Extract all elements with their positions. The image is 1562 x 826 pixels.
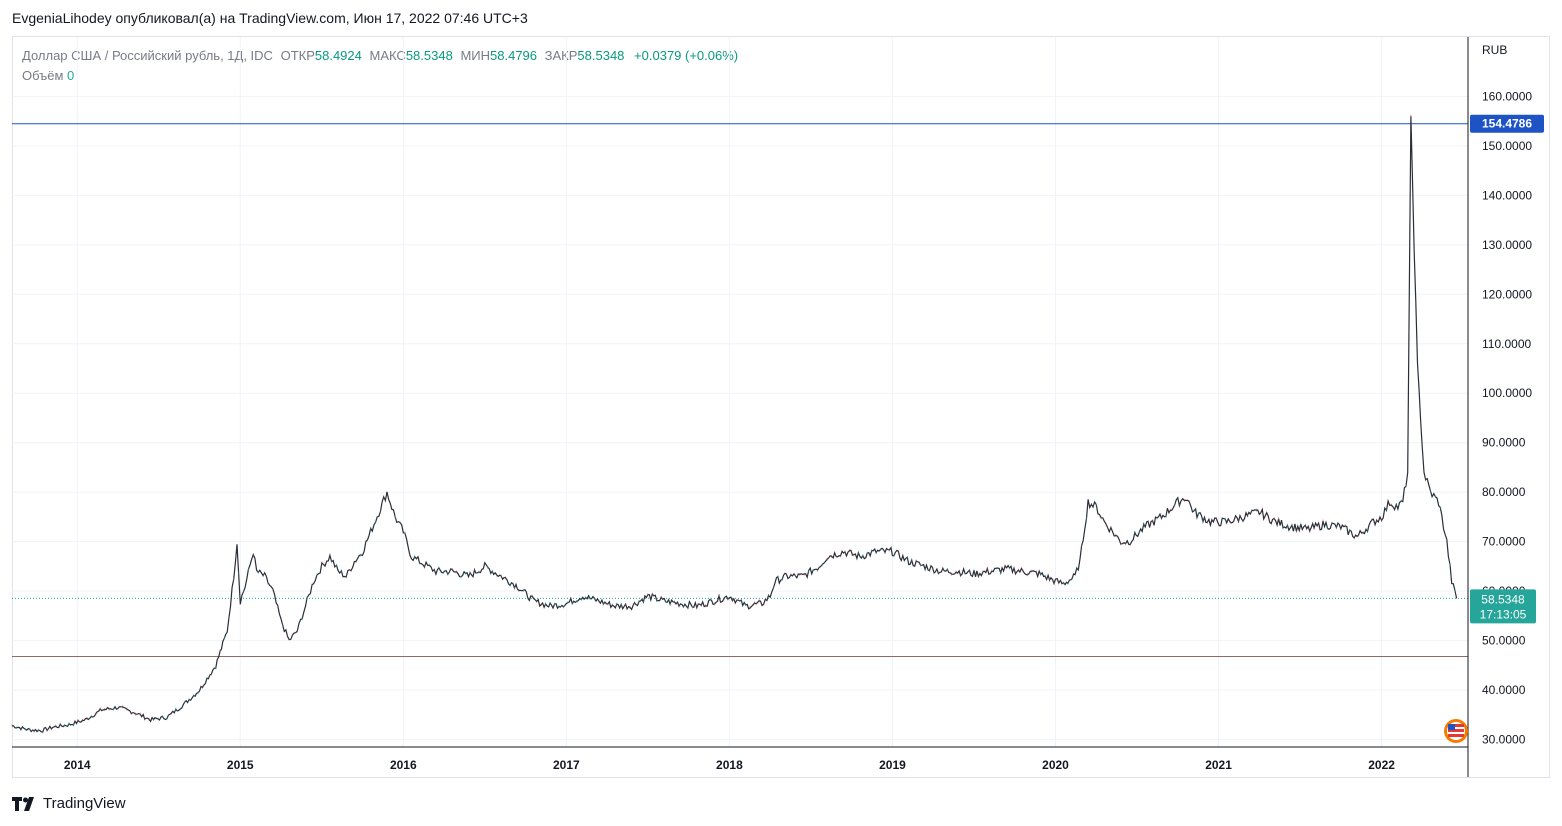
legend-open-label: ОТКР: [280, 48, 315, 63]
legend-volume-value: 0: [67, 68, 75, 83]
y-axis-unit-label: RUB: [1482, 43, 1507, 57]
x-tick-label: 2014: [64, 758, 91, 772]
x-tick-label: 2020: [1042, 758, 1069, 772]
x-tick-label: 2018: [716, 758, 743, 772]
y-tick-label: 100.0000: [1482, 386, 1532, 400]
y-tick-label: 50.0000: [1482, 634, 1526, 648]
y-tick-label: 120.0000: [1482, 287, 1532, 301]
price-series: [11, 114, 1458, 734]
max-price-badge-label: 154.4786: [1482, 117, 1532, 131]
price-line: [12, 116, 1458, 733]
us-flag-icon[interactable]: [1444, 719, 1468, 743]
x-tick-label: 2022: [1368, 758, 1395, 772]
y-tick-label: 130.0000: [1482, 238, 1532, 252]
legend-open-value: 58.4924: [314, 48, 362, 63]
max-price-badge: 154.4786: [1470, 114, 1544, 133]
legend-symbol[interactable]: Доллар США / Российский рубль, 1Д, IDC: [22, 48, 273, 63]
y-tick-label: 30.0000: [1482, 733, 1526, 747]
y-axis[interactable]: 30.000040.000050.000060.000070.000080.00…: [1467, 37, 1532, 777]
y-tick-label: 40.0000: [1482, 683, 1526, 697]
y-tick-label: 140.0000: [1482, 188, 1532, 202]
legend-high-value: 58.5348: [405, 48, 453, 63]
legend-ohlc-row: Доллар США / Российский рубль, 1Д, IDC О…: [22, 46, 738, 66]
chart-frame: [12, 36, 1550, 778]
y-tick-label: 110.0000: [1482, 337, 1531, 351]
x-tick-label: 2019: [879, 758, 906, 772]
y-tick-label: 70.0000: [1482, 535, 1526, 549]
tradingview-logo-icon: [12, 796, 34, 811]
x-tick-label: 2016: [390, 758, 417, 772]
legend-change-value: +0.0379 (+0.06%): [634, 48, 739, 63]
x-axis: 2014 2015 2016 2017 2018 2019 2020 2021 2022: [12, 746, 1468, 772]
legend-high-label: МАКС: [369, 48, 406, 63]
footer-brand-text: TradingView: [43, 795, 126, 812]
publisher-line: EvgeniaLihodey опубликовал(а) на Trading…: [12, 10, 528, 26]
legend-volume-label[interactable]: Объём: [22, 68, 64, 83]
y-tick-label: 80.0000: [1482, 485, 1526, 499]
y-tick-label: 150.0000: [1482, 139, 1532, 153]
last-price-value: 58.5348: [1481, 592, 1525, 606]
chart-legend: Доллар США / Российский рубль, 1Д, IDC О…: [22, 46, 738, 86]
x-tick-label: 2017: [553, 758, 580, 772]
footer-brand[interactable]: TradingView: [12, 795, 126, 812]
legend-close-label: ЗАКР: [544, 48, 578, 63]
last-price-badge-bg: [1470, 589, 1536, 624]
grid-lines: [12, 37, 1468, 747]
x-tick-label: 2021: [1205, 758, 1232, 772]
x-tick-label: 2015: [227, 758, 254, 772]
last-price-countdown: 17:13:05: [1480, 607, 1527, 621]
legend-low-label: МИН: [460, 48, 491, 63]
max-price-badge-bg: [1470, 114, 1544, 133]
legend-volume-row: Объём 0: [22, 66, 738, 86]
y-tick-label: 90.0000: [1482, 436, 1526, 450]
horizontal-lines: [12, 123, 1468, 657]
legend-close-value: 58.5348: [577, 48, 625, 63]
legend-low-value: 58.4796: [490, 48, 538, 63]
y-tick-label: 160.0000: [1482, 89, 1532, 103]
